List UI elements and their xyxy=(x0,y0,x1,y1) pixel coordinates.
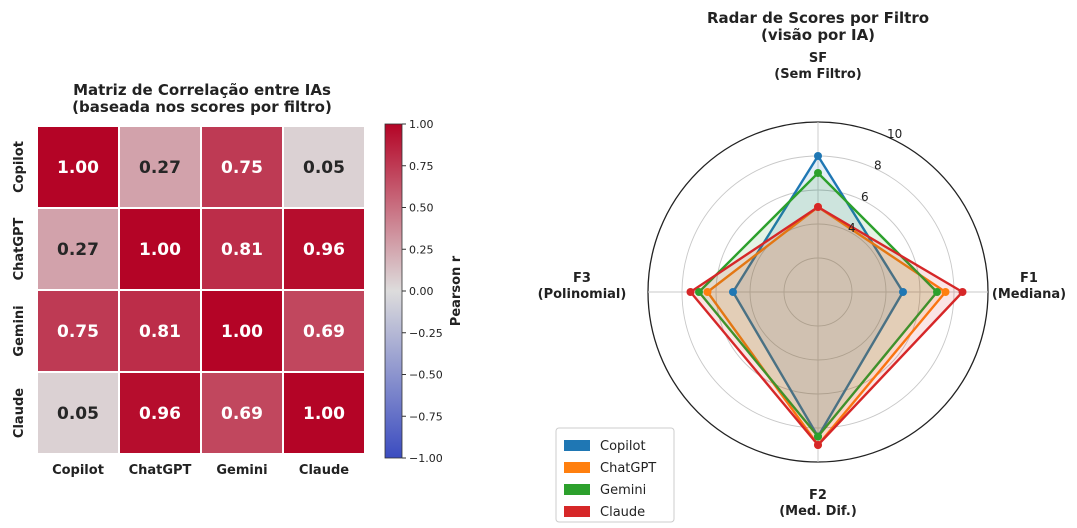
radar-series-point xyxy=(729,288,737,296)
radar-series-point xyxy=(814,169,822,177)
heatmap-column-label: Gemini xyxy=(216,463,267,478)
heatmap-cell-label: 1.00 xyxy=(139,240,181,260)
heatmap-cell-label: 1.00 xyxy=(221,322,263,342)
radar-series-point xyxy=(814,152,822,160)
legend: Copilot ChatGPT Gemini Claude xyxy=(555,427,675,523)
legend-swatch xyxy=(564,462,590,473)
heatmap-cell-label: 0.69 xyxy=(221,404,263,424)
heatmap-title: Matriz de Correlação entre IAs (baseada n… xyxy=(72,81,332,116)
radar-series-point xyxy=(695,288,703,296)
colorbar-tick-label: −1.00 xyxy=(409,452,443,465)
heatmap-cell xyxy=(118,289,202,373)
colorbar-ticks: 1.00 0.75 0.50 0.25 0.00 −0.25 −0.50 −0.75 −1.00 xyxy=(402,118,443,465)
heatmap-cell-label: 0.27 xyxy=(139,158,181,178)
heatmap-cell xyxy=(36,371,120,455)
heatmap-cell-label: 0.75 xyxy=(221,158,263,178)
radar-series-point xyxy=(703,288,712,296)
heatmap-cell-label: 0.69 xyxy=(303,322,345,342)
radar-title: Radar de Scores por Filtro (visão por IA) xyxy=(707,9,929,44)
heatmap-row-label: Claude xyxy=(12,388,27,438)
radar-series-point xyxy=(814,432,822,441)
radar-radial-tick-label: 10 xyxy=(887,127,902,141)
legend-label: Gemini xyxy=(600,483,646,498)
radar-series-point xyxy=(899,288,907,296)
radar-axis-label: F1 (Mediana) xyxy=(992,271,1066,302)
radar-series xyxy=(686,152,967,449)
heatmap-row-labels: Copilot ChatGPT Gemini Claude xyxy=(12,141,27,438)
radar-series-polygon xyxy=(689,205,964,447)
radar-axis-labels: SF (Sem Filtro) F1 (Mediana) F2 (Med. Dif.) F3… xyxy=(538,51,1066,519)
heatmap-cell xyxy=(282,289,366,373)
heatmap-cell-label: 0.96 xyxy=(139,404,181,424)
heatmap-cell-label: 0.96 xyxy=(303,240,345,260)
heatmap-column-label: Copilot xyxy=(52,463,104,478)
colorbar-tick-label: 0.25 xyxy=(409,243,434,256)
heatmap-cell-label: 0.05 xyxy=(303,158,345,178)
heatmap-cell-label: 0.75 xyxy=(57,322,99,342)
heatmap-cell xyxy=(118,371,202,455)
heatmap-row-label: Gemini xyxy=(12,305,27,356)
colorbar xyxy=(384,123,403,459)
heatmap-cell xyxy=(282,371,366,455)
heatmap-row-label: Copilot xyxy=(12,141,27,193)
radar-chart: Radar de Scores por Filtro (visão por IA)… xyxy=(538,9,1066,523)
heatmap-column-labels: Copilot ChatGPT Gemini Claude xyxy=(52,463,349,478)
heatmap-cell-label: 1.00 xyxy=(57,158,99,178)
radar-series-point xyxy=(686,288,695,296)
heatmap-cell-label: 0.81 xyxy=(139,322,181,342)
radar-axis-label: SF (Sem Filtro) xyxy=(774,51,861,82)
radar-axis-label: F3 (Polinomial) xyxy=(538,271,627,302)
heatmap-column-label: Claude xyxy=(299,463,349,478)
colorbar-tick-label: 0.00 xyxy=(409,285,434,298)
heatmap-cell xyxy=(282,125,366,209)
radar-radial-tick-label: 6 xyxy=(861,190,869,204)
legend-label: ChatGPT xyxy=(600,461,656,476)
radar-series-point xyxy=(814,441,822,449)
radar-radial-ticks: 4 6 8 10 xyxy=(848,127,902,235)
radar-series-point xyxy=(814,203,822,211)
legend-swatch xyxy=(564,440,590,451)
radar-series-point xyxy=(941,288,950,296)
legend-swatch xyxy=(564,484,590,495)
colorbar-tick-label: 1.00 xyxy=(409,118,434,131)
heatmap-row-label: ChatGPT xyxy=(12,217,27,280)
radar-axis-label: F2 (Med. Dif.) xyxy=(779,488,857,519)
heatmap-cells: 1.00 0.27 0.75 0.05 0.27 1.00 0.81 0.96 0.75 0.81… xyxy=(36,125,366,455)
radar-radial-tick-label: 8 xyxy=(874,158,882,172)
radar-radial-tick-label: 4 xyxy=(848,221,856,235)
heatmap-cell xyxy=(118,207,202,291)
heatmap-cell xyxy=(118,125,202,209)
heatmap-cell-label: 0.27 xyxy=(57,240,99,260)
correlation-heatmap: Matriz de Correlação entre IAs (baseada n… xyxy=(12,81,464,478)
colorbar-label: Pearson r xyxy=(449,255,464,326)
colorbar-tick-label: 0.75 xyxy=(409,160,434,173)
legend-swatch xyxy=(564,506,590,517)
colorbar-tick-label: −0.50 xyxy=(409,369,443,382)
colorbar-tick-label: −0.75 xyxy=(409,410,443,423)
heatmap-cell-label: 1.00 xyxy=(303,404,345,424)
legend-label: Copilot xyxy=(600,439,646,454)
heatmap-cell-label: 0.81 xyxy=(221,240,263,260)
radar-series-point xyxy=(958,288,967,296)
heatmap-cell xyxy=(36,125,120,209)
heatmap-cell-label: 0.05 xyxy=(57,404,99,424)
heatmap-column-label: ChatGPT xyxy=(129,463,192,478)
colorbar-tick-label: 0.50 xyxy=(409,202,434,215)
colorbar-tick-label: −0.25 xyxy=(409,327,443,340)
legend-box xyxy=(555,427,675,523)
heatmap-cell xyxy=(282,207,366,291)
radar-series-point xyxy=(933,288,941,296)
legend-label: Claude xyxy=(600,505,645,520)
